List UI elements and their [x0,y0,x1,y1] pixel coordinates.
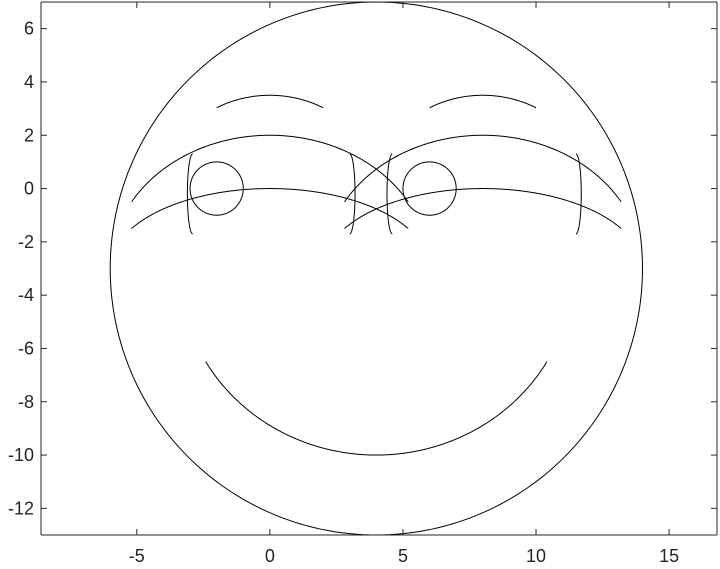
x-tick-label: 10 [526,546,546,566]
y-tick-label: -12 [8,498,34,518]
x-tick-label: 5 [398,546,408,566]
y-tick-label: -10 [8,445,34,465]
x-axis-ticks: -5 0 5 10 15 [129,2,679,566]
y-tick-label: 4 [24,72,34,92]
series-curve-2 [402,161,457,216]
series-curve-1 [189,161,244,216]
y-axis-ticks: 6 4 2 0 -2 -4 -6 -8 -10 -12 [8,19,717,518]
y-tick-label: 2 [24,125,34,145]
y-tick-label: -4 [18,285,34,305]
series-curve-8 [575,153,582,235]
series-curve-11 [216,94,324,109]
y-tick-label: -8 [18,392,34,412]
series-curve-6 [344,134,622,203]
series-curve-3 [131,188,409,229]
series-curve-10 [386,153,393,235]
x-tick-label: 0 [265,546,275,566]
chart-curves [109,1,643,536]
series-curve-4 [344,188,622,229]
y-tick-label: 6 [24,19,34,39]
axes-box [40,1,718,536]
series-curve-0 [109,1,643,536]
series-curve-12 [429,94,537,109]
series-curve-13 [205,361,548,456]
y-tick-label: -6 [18,338,34,358]
series-curve-5 [131,134,409,203]
y-tick-label: 0 [24,179,34,199]
x-tick-label: -5 [129,546,145,566]
series-curve-7 [186,153,193,235]
y-tick-label: -2 [18,232,34,252]
x-tick-label: 15 [659,546,679,566]
series-curve-9 [349,153,356,235]
